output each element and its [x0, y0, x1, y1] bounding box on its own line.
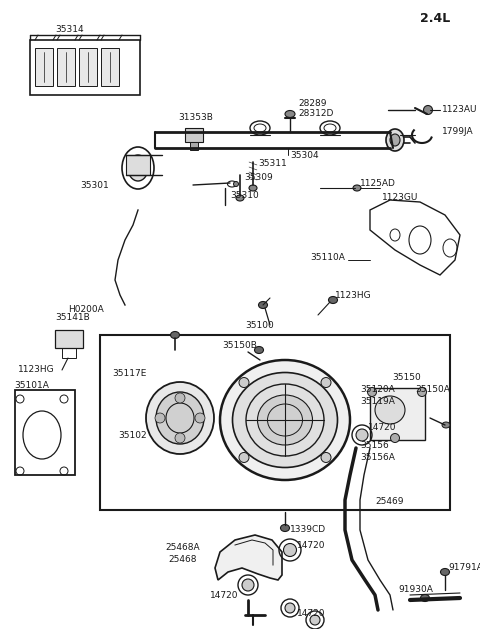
Text: 1123HG: 1123HG: [335, 291, 372, 301]
Ellipse shape: [254, 347, 264, 353]
Bar: [126, 155, 150, 175]
Text: 31353B: 31353B: [178, 113, 213, 123]
Ellipse shape: [321, 452, 331, 462]
Ellipse shape: [220, 360, 350, 480]
Ellipse shape: [442, 422, 450, 428]
Ellipse shape: [375, 396, 405, 424]
Text: 28312D: 28312D: [298, 109, 334, 118]
Text: 25468A: 25468A: [165, 543, 200, 552]
Ellipse shape: [175, 433, 185, 443]
Text: 14720: 14720: [297, 540, 325, 550]
Ellipse shape: [239, 377, 249, 387]
Ellipse shape: [328, 296, 337, 304]
Text: 35156A: 35156A: [360, 452, 395, 462]
Ellipse shape: [128, 155, 148, 181]
Ellipse shape: [418, 387, 427, 396]
Bar: [79, 48, 97, 86]
Ellipse shape: [155, 413, 165, 423]
Text: 35141B: 35141B: [55, 313, 90, 323]
Ellipse shape: [423, 106, 432, 114]
Text: 35156: 35156: [360, 440, 389, 450]
Ellipse shape: [391, 433, 399, 442]
Ellipse shape: [386, 129, 404, 151]
Bar: [370, 388, 425, 440]
Text: 14720: 14720: [210, 591, 239, 599]
Ellipse shape: [356, 429, 368, 441]
Bar: [55, 330, 83, 348]
Ellipse shape: [239, 452, 249, 462]
Ellipse shape: [242, 579, 254, 591]
Text: 35150: 35150: [392, 372, 421, 382]
Bar: [15, 390, 75, 475]
Text: 35100: 35100: [245, 321, 274, 330]
Bar: [30, 40, 140, 95]
Ellipse shape: [285, 111, 295, 118]
Text: 28289: 28289: [298, 99, 326, 108]
Ellipse shape: [280, 525, 289, 532]
Text: 35304: 35304: [290, 150, 319, 160]
Ellipse shape: [353, 185, 361, 191]
Text: 1123HG: 1123HG: [18, 365, 55, 374]
Ellipse shape: [321, 377, 331, 387]
Bar: [190, 142, 198, 150]
Text: 35117E: 35117E: [112, 369, 146, 377]
Text: 35310: 35310: [230, 191, 259, 199]
Polygon shape: [215, 535, 282, 580]
Ellipse shape: [249, 185, 257, 191]
Bar: [35, 48, 53, 86]
Ellipse shape: [368, 387, 376, 396]
Ellipse shape: [257, 395, 312, 445]
Ellipse shape: [133, 161, 143, 175]
Text: 1339CD: 1339CD: [290, 525, 326, 535]
Bar: [62, 348, 76, 358]
Text: 1125AD: 1125AD: [360, 179, 396, 187]
Text: 35150A: 35150A: [415, 386, 450, 394]
Ellipse shape: [420, 594, 430, 601]
Ellipse shape: [175, 393, 185, 403]
Text: 2.4L: 2.4L: [420, 11, 450, 25]
Text: 35309: 35309: [244, 172, 273, 182]
Text: 35102: 35102: [118, 430, 146, 440]
Text: 35314: 35314: [55, 26, 84, 35]
Text: 91791A: 91791A: [448, 564, 480, 572]
Ellipse shape: [310, 615, 320, 625]
Ellipse shape: [232, 372, 337, 467]
Ellipse shape: [233, 182, 239, 187]
Text: 1123GU: 1123GU: [382, 194, 419, 203]
Text: 25469: 25469: [375, 498, 404, 506]
Text: 25468: 25468: [168, 555, 196, 564]
Bar: [57, 48, 75, 86]
Text: 1799JA: 1799JA: [442, 128, 474, 136]
Text: 35301: 35301: [80, 181, 109, 189]
Text: 14720: 14720: [297, 608, 325, 618]
Text: 35311: 35311: [258, 159, 287, 167]
Ellipse shape: [284, 543, 297, 557]
Text: 1123AU: 1123AU: [442, 106, 478, 114]
Ellipse shape: [170, 331, 180, 338]
Text: 35110A: 35110A: [310, 253, 345, 262]
Text: 35101A: 35101A: [14, 381, 49, 389]
Ellipse shape: [156, 392, 204, 444]
Bar: [100, 335, 450, 510]
Bar: [101, 48, 119, 86]
Text: H0200A: H0200A: [68, 306, 104, 314]
Ellipse shape: [259, 301, 267, 308]
Text: 35119A: 35119A: [360, 398, 395, 406]
Text: 14720: 14720: [368, 423, 396, 433]
Text: 35150B: 35150B: [222, 340, 257, 350]
Text: 91930A: 91930A: [398, 586, 433, 594]
Ellipse shape: [285, 603, 295, 613]
Text: 35120A: 35120A: [360, 386, 395, 394]
Bar: [185, 128, 203, 142]
Ellipse shape: [441, 569, 449, 576]
Ellipse shape: [195, 413, 205, 423]
Ellipse shape: [236, 195, 244, 201]
Ellipse shape: [390, 134, 400, 146]
Ellipse shape: [146, 382, 214, 454]
